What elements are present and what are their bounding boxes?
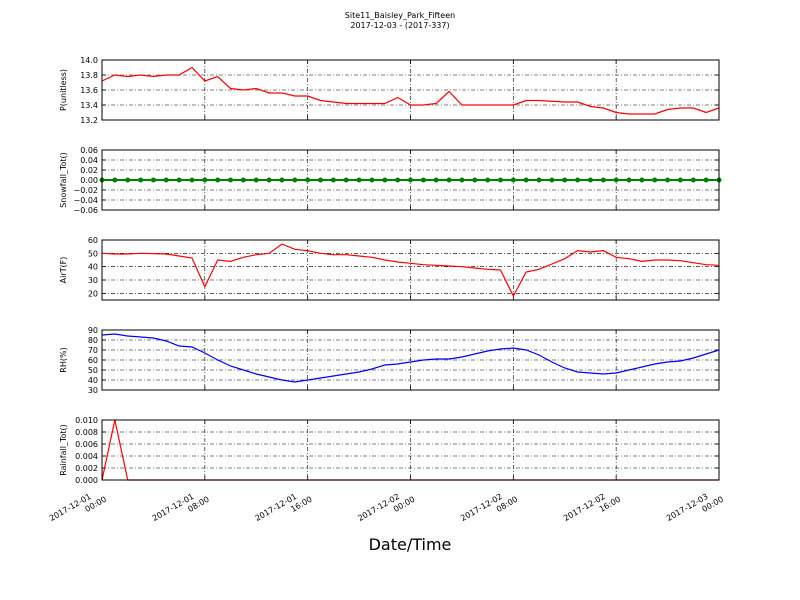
figure-subtitle: 2017-12-03 - (2017-337)	[350, 21, 449, 30]
y-tick-label: 20	[88, 289, 98, 298]
y-tick-label: 0.02	[80, 166, 98, 175]
data-point	[395, 177, 401, 183]
data-point	[292, 177, 298, 183]
data-point	[343, 177, 349, 183]
data-point	[189, 177, 195, 183]
data-point	[305, 177, 311, 183]
y-axis-label: Rainfall_Tot()	[59, 424, 68, 476]
data-point	[472, 177, 478, 183]
y-tick-label: 30	[88, 386, 98, 395]
axes-frame	[101, 329, 720, 391]
y-tick-label: 13.6	[80, 86, 98, 95]
data-point	[318, 177, 324, 183]
data-point	[536, 177, 542, 183]
data-point	[485, 177, 491, 183]
y-axis-label: P(unitless)	[59, 69, 68, 111]
data-point	[382, 177, 388, 183]
data-point	[163, 177, 169, 183]
y-axis-label: AirT(F)	[59, 257, 68, 284]
y-tick-label: 0.000	[75, 476, 98, 485]
data-point	[150, 177, 156, 183]
data-point	[703, 177, 709, 183]
data-line	[101, 333, 720, 383]
axes-frame	[101, 149, 720, 211]
data-point	[587, 177, 593, 183]
axes-frame	[101, 419, 720, 481]
data-point	[433, 177, 439, 183]
y-tick-label: 14.0	[80, 56, 98, 65]
data-point	[626, 177, 632, 183]
y-tick-label: 90	[88, 326, 98, 335]
data-point	[613, 177, 619, 183]
data-point	[600, 177, 606, 183]
data-point	[639, 177, 645, 183]
data-line	[101, 66, 720, 115]
data-point	[446, 177, 452, 183]
y-tick-label: 50	[88, 366, 98, 375]
data-point	[690, 177, 696, 183]
y-tick-label: 50	[88, 249, 98, 258]
data-point	[125, 177, 131, 183]
data-line	[101, 243, 720, 298]
y-tick-label: 0.04	[80, 156, 98, 165]
data-point	[510, 177, 516, 183]
data-point	[253, 177, 259, 183]
y-tick-label: 0.006	[75, 440, 98, 449]
y-tick-label: 60	[88, 356, 98, 365]
y-tick-label: 0.06	[80, 146, 98, 155]
axes-frame	[101, 59, 720, 121]
y-tick-label: 13.8	[80, 71, 98, 80]
data-point	[459, 177, 465, 183]
figure-title: Site11_Baisley_Park_Fifteen	[345, 11, 455, 20]
data-point	[665, 177, 671, 183]
data-point	[138, 177, 144, 183]
data-point	[575, 177, 581, 183]
data-point	[266, 177, 272, 183]
x-axis-label: Date/Time	[369, 535, 452, 554]
axes-frame	[101, 239, 720, 301]
y-tick-label: 70	[88, 346, 98, 355]
y-tick-label: 0.008	[75, 428, 98, 437]
data-point	[562, 177, 568, 183]
data-point	[356, 177, 362, 183]
y-tick-label: 13.2	[80, 116, 98, 125]
y-tick-label: 60	[88, 236, 98, 245]
data-point	[420, 177, 426, 183]
data-point	[677, 177, 683, 183]
data-point	[652, 177, 658, 183]
y-tick-label: 0.002	[75, 464, 98, 473]
data-point	[176, 177, 182, 183]
data-point	[112, 177, 118, 183]
data-point	[549, 177, 555, 183]
y-tick-label: −0.06	[73, 206, 98, 215]
data-point	[215, 177, 221, 183]
data-point	[330, 177, 336, 183]
y-tick-label: 40	[88, 376, 98, 385]
y-axis-label: Snowfall_Tot()	[59, 152, 68, 208]
y-tick-label: −0.02	[73, 186, 98, 195]
data-point	[408, 177, 413, 183]
data-point	[202, 177, 208, 183]
y-tick-label: 40	[88, 263, 98, 272]
data-point	[497, 177, 503, 183]
data-point	[523, 177, 529, 183]
y-axis-label: RH(%)	[59, 347, 68, 372]
y-tick-label: 0.010	[75, 416, 98, 425]
data-point	[369, 177, 375, 183]
y-tick-label: 30	[88, 276, 98, 285]
data-point	[279, 177, 285, 183]
y-tick-label: 0.004	[75, 452, 98, 461]
data-point	[240, 177, 246, 183]
y-tick-label: 80	[88, 336, 98, 345]
y-tick-label: 0.00	[80, 176, 98, 185]
y-tick-label: −0.04	[73, 196, 98, 205]
y-tick-label: 13.4	[80, 101, 98, 110]
data-point	[228, 177, 234, 183]
